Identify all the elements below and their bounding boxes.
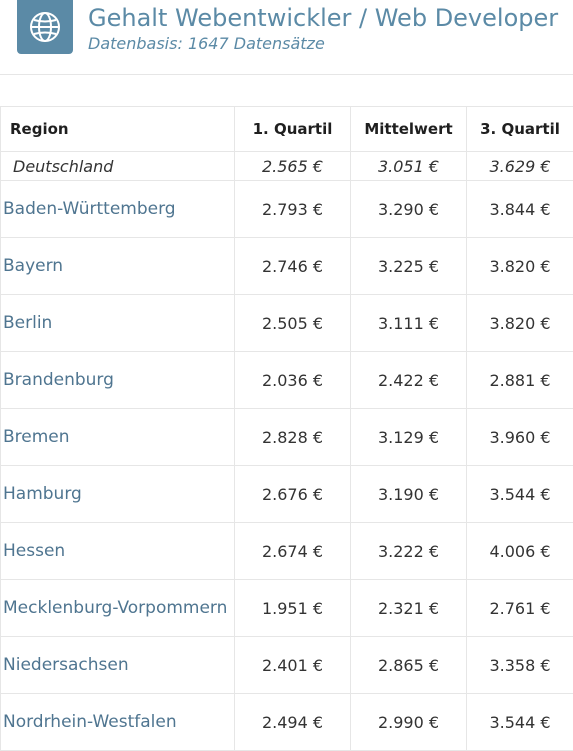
q3-cell: 2.761 € — [467, 580, 573, 637]
salary-table: Region 1. Quartil Mittelwert 3. Quartil … — [0, 106, 573, 751]
q3-cell: 3.544 € — [467, 694, 573, 751]
mean-cell: 3.111 € — [351, 295, 467, 352]
page-title: Gehalt Webentwickler / Web Developer — [88, 4, 558, 32]
page-header: Gehalt Webentwickler / Web Developer Dat… — [0, 0, 573, 75]
q1-cell: 2.565 € — [235, 152, 351, 181]
table-row: Mecklenburg-Vorpommern 1.951 € 2.321 € 2… — [1, 580, 573, 637]
region-cell: Bayern — [1, 238, 235, 295]
table-row: Niedersachsen 2.401 € 2.865 € 3.358 € — [1, 637, 573, 694]
q1-cell: 2.036 € — [235, 352, 351, 409]
q1-cell: 2.676 € — [235, 466, 351, 523]
region-cell: Niedersachsen — [1, 637, 235, 694]
q1-cell: 2.401 € — [235, 637, 351, 694]
salary-table-container: Region 1. Quartil Mittelwert 3. Quartil … — [0, 106, 573, 751]
table-row: Hamburg 2.676 € 3.190 € 3.544 € — [1, 466, 573, 523]
q1-cell: 2.674 € — [235, 523, 351, 580]
region-cell: Brandenburg — [1, 352, 235, 409]
mean-cell: 3.051 € — [351, 152, 467, 181]
table-header-row: Region 1. Quartil Mittelwert 3. Quartil — [1, 107, 573, 152]
table-row: Nordrhein-Westfalen 2.494 € 2.990 € 3.54… — [1, 694, 573, 751]
table-row: Hessen 2.674 € 3.222 € 4.006 € — [1, 523, 573, 580]
column-header-q3: 3. Quartil — [467, 107, 573, 152]
mean-cell: 2.990 € — [351, 694, 467, 751]
region-cell: Hamburg — [1, 466, 235, 523]
column-header-mean: Mittelwert — [351, 107, 467, 152]
q1-cell: 2.793 € — [235, 181, 351, 238]
region-cell: Nordrhein-Westfalen — [1, 694, 235, 751]
region-cell: Berlin — [1, 295, 235, 352]
region-cell: Hessen — [1, 523, 235, 580]
table-row: Brandenburg 2.036 € 2.422 € 2.881 € — [1, 352, 573, 409]
q1-cell: 2.746 € — [235, 238, 351, 295]
column-header-region: Region — [1, 107, 235, 152]
region-cell: Bremen — [1, 409, 235, 466]
globe-icon — [17, 0, 73, 54]
column-header-q1: 1. Quartil — [235, 107, 351, 152]
table-row: Berlin 2.505 € 3.111 € 3.820 € — [1, 295, 573, 352]
q1-cell: 2.494 € — [235, 694, 351, 751]
mean-cell: 2.422 € — [351, 352, 467, 409]
region-cell: Mecklenburg-Vorpommern — [1, 580, 235, 637]
mean-cell: 2.321 € — [351, 580, 467, 637]
mean-cell: 2.865 € — [351, 637, 467, 694]
mean-cell: 3.222 € — [351, 523, 467, 580]
mean-cell: 3.225 € — [351, 238, 467, 295]
mean-cell: 3.129 € — [351, 409, 467, 466]
region-cell: Deutschland — [1, 152, 235, 181]
q3-cell: 3.358 € — [467, 637, 573, 694]
region-cell: Baden-Württemberg — [1, 181, 235, 238]
table-row: Bremen 2.828 € 3.129 € 3.960 € — [1, 409, 573, 466]
q3-cell: 3.629 € — [467, 152, 573, 181]
table-row: Baden-Württemberg 2.793 € 3.290 € 3.844 … — [1, 181, 573, 238]
mean-cell: 3.290 € — [351, 181, 467, 238]
q3-cell: 3.820 € — [467, 238, 573, 295]
q1-cell: 1.951 € — [235, 580, 351, 637]
mean-cell: 3.190 € — [351, 466, 467, 523]
q3-cell: 3.960 € — [467, 409, 573, 466]
q3-cell: 3.544 € — [467, 466, 573, 523]
q3-cell: 3.820 € — [467, 295, 573, 352]
table-row: Bayern 2.746 € 3.225 € 3.820 € — [1, 238, 573, 295]
q3-cell: 3.844 € — [467, 181, 573, 238]
table-row-national: Deutschland 2.565 € 3.051 € 3.629 € — [1, 152, 573, 181]
page-subtitle: Datenbasis: 1647 Datensätze — [88, 34, 325, 53]
q1-cell: 2.505 € — [235, 295, 351, 352]
q3-cell: 2.881 € — [467, 352, 573, 409]
q1-cell: 2.828 € — [235, 409, 351, 466]
q3-cell: 4.006 € — [467, 523, 573, 580]
